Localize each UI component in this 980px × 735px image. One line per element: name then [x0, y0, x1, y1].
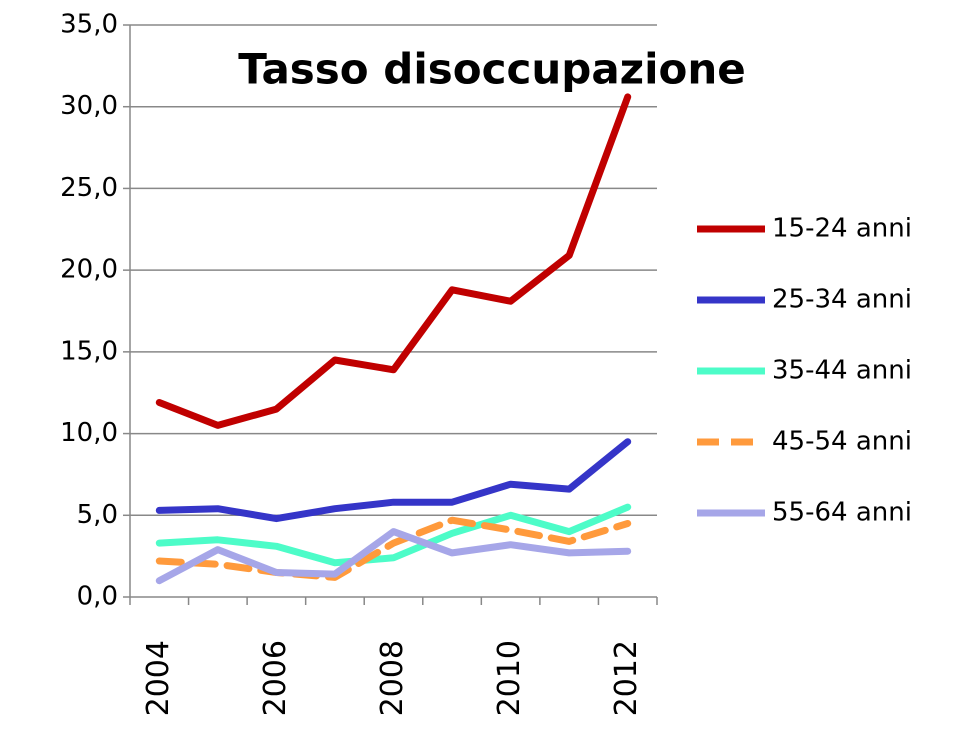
y-tick-label: 30,0 [60, 91, 118, 121]
legend-label: 55-64 anni [772, 498, 912, 528]
series-line [155, 93, 632, 429]
x-tick-label: 2010 [492, 640, 527, 716]
legend-label: 45-54 anni [772, 427, 912, 457]
legend-label: 15-24 anni [772, 214, 912, 244]
y-tick-label: 10,0 [60, 418, 118, 448]
y-tick-label: 0,0 [77, 582, 118, 612]
x-tick-label: 2006 [258, 640, 293, 716]
chart-title: Tasso disoccupazione [238, 45, 746, 94]
x-tick-label: 2008 [375, 640, 410, 716]
series-line [155, 528, 632, 585]
series-line [155, 438, 632, 523]
x-tick-label: 2004 [141, 640, 176, 716]
x-tick-label: 2012 [609, 640, 644, 716]
y-tick-label: 15,0 [60, 336, 118, 366]
y-tick-label: 5,0 [77, 500, 118, 530]
y-tick-label: 25,0 [60, 173, 118, 203]
legend-label: 35-44 anni [772, 356, 912, 386]
series-line [155, 516, 632, 581]
y-tick-label: 35,0 [60, 10, 118, 40]
legend-label: 25-34 anni [772, 285, 912, 315]
y-tick-label: 20,0 [60, 255, 118, 285]
series-line [155, 503, 632, 567]
plot: 0,0 5,0 10,0 15,0 20,0 25,0 30,0 35,0 2004 2006 20… [60, 10, 912, 717]
